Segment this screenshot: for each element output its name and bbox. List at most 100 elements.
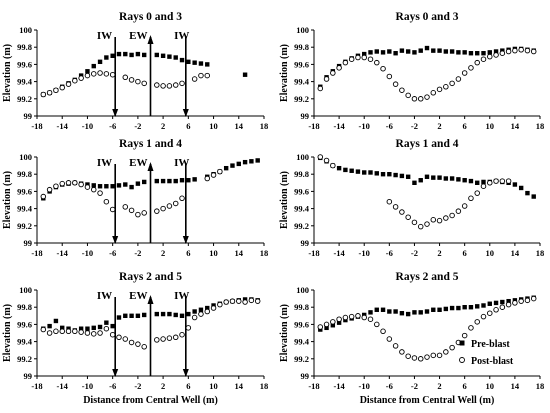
x-tick-label: -18 — [308, 248, 319, 258]
post-blast-point — [417, 356, 424, 362]
pre-blast-point — [431, 175, 436, 180]
post-blast-point — [97, 70, 103, 76]
post-blast-point — [518, 298, 524, 304]
pre-blast-point — [443, 49, 449, 54]
pre-blast-point — [374, 49, 379, 54]
post-blast-point — [487, 310, 493, 316]
x-tick-label: 18 — [536, 381, 545, 391]
x-axis-label: Distance from Central Well (m) — [83, 395, 218, 406]
post-blast-point — [53, 183, 59, 189]
post-blast-point — [116, 334, 122, 341]
x-tick-label: 14 — [235, 381, 244, 391]
x-tick-label: 18 — [536, 121, 545, 131]
pre-blast-point — [424, 309, 430, 314]
pre-blast-point — [205, 305, 210, 311]
post-blast-point — [53, 328, 59, 335]
post-blast-point — [499, 304, 506, 310]
post-blast-point — [46, 330, 53, 336]
post-blast-point — [254, 298, 261, 304]
x-tick-label: -10 — [359, 121, 370, 131]
pre-blast-point — [123, 182, 128, 187]
x-tick-label: 18 — [260, 381, 269, 391]
pre-blast-point — [85, 326, 90, 331]
pre-blast-point — [405, 49, 411, 54]
arrow-up-icon — [147, 295, 154, 304]
post-blast-point — [59, 84, 65, 91]
y-axis-label: Elevation (m) — [279, 44, 290, 102]
y-tick-label: 99.2 — [294, 221, 309, 231]
pre-blast-point — [242, 72, 248, 77]
pre-blast-point — [104, 184, 109, 189]
pre-blast-point — [393, 51, 398, 56]
post-blast-point — [411, 219, 418, 226]
post-blast-point — [109, 71, 116, 78]
pre-blast-point — [141, 312, 147, 318]
x-tick-label: -10 — [359, 248, 370, 258]
post-blast-point — [499, 178, 506, 184]
post-blast-point — [530, 48, 537, 55]
pre-blast-point — [374, 171, 379, 176]
pre-blast-point — [405, 174, 411, 179]
pre-blast-point — [91, 183, 96, 188]
post-blast-point — [84, 330, 91, 336]
post-blast-point — [90, 71, 97, 77]
y-tick-label: 99.8 — [294, 302, 309, 312]
pre-blast-point — [192, 60, 197, 65]
post-blast-point — [455, 208, 462, 214]
post-blast-point — [172, 200, 179, 207]
post-blast-point — [166, 203, 173, 209]
pre-blast-point — [236, 161, 241, 167]
pre-blast-point — [493, 49, 499, 54]
y-tick-label: 100 — [19, 152, 32, 162]
x-tick-label: 10 — [486, 381, 495, 391]
post-blast-point — [342, 59, 349, 66]
pre-blast-point — [154, 52, 160, 58]
y-tick-label: 99 — [24, 238, 33, 248]
post-blast-point — [248, 297, 255, 304]
post-blast-point — [480, 56, 487, 62]
post-blast-point — [436, 86, 443, 93]
x-tick-label: 14 — [235, 121, 244, 131]
pre-blast-point — [116, 51, 122, 57]
x-tick-label: 14 — [235, 248, 244, 258]
x-tick-label: 2 — [437, 121, 441, 131]
post-blast-point — [480, 183, 487, 189]
pre-blast-point — [173, 178, 178, 184]
post-blast-point — [46, 186, 53, 193]
post-blast-point — [512, 47, 518, 54]
y-axis-label: Elevation (m) — [279, 171, 290, 229]
post-blast-point — [166, 335, 173, 341]
well-label: IW — [174, 290, 189, 302]
post-blast-point — [317, 154, 324, 160]
pre-blast-point — [380, 172, 386, 177]
pre-blast-point — [412, 310, 417, 315]
panel-title: Rays 2 and 5 — [396, 271, 459, 283]
post-blast-point — [468, 195, 474, 202]
pre-blast-point — [462, 178, 467, 183]
post-blast-point — [141, 344, 147, 350]
pre-blast-point — [230, 163, 235, 168]
post-blast-point — [374, 321, 380, 328]
legend-circle-marker — [459, 357, 465, 363]
x-tick-label: -2 — [411, 381, 418, 391]
y-tick-label: 99 — [301, 371, 310, 381]
x-tick-label: 6 — [186, 248, 190, 258]
y-tick-label: 99.8 — [294, 169, 309, 179]
post-blast-point — [204, 308, 210, 315]
post-blast-point — [411, 355, 418, 361]
x-axis-label: Distance from Central Well (m) — [360, 395, 495, 406]
pre-blast-point — [47, 323, 52, 329]
post-blast-point — [449, 344, 455, 351]
pre-blast-point — [449, 305, 455, 311]
post-blast-point — [78, 75, 84, 81]
post-blast-point — [179, 331, 185, 338]
post-blast-point — [204, 72, 210, 79]
x-tick-label: 14 — [511, 121, 520, 131]
x-tick-label: -10 — [82, 121, 93, 131]
post-blast-point — [65, 180, 72, 186]
y-tick-label: 100 — [19, 25, 32, 35]
post-blast-point — [405, 353, 411, 359]
post-blast-point — [386, 73, 393, 80]
pre-blast-point — [531, 194, 536, 199]
pre-blast-point — [380, 50, 386, 55]
